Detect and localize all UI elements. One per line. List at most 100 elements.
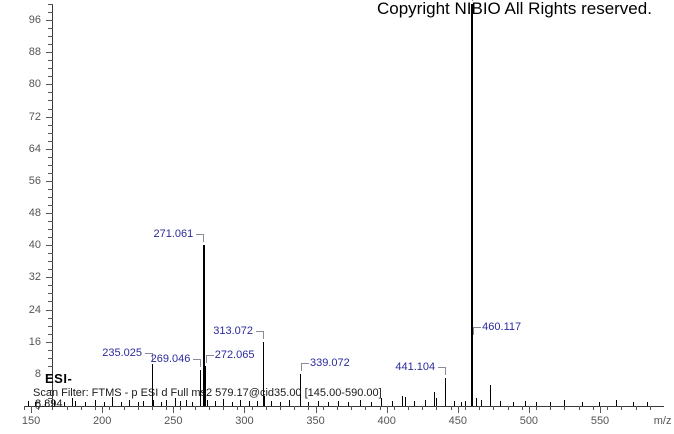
- y-tick-minor: [48, 325, 53, 327]
- peak-bar: [204, 365, 206, 406]
- y-tick-minor: [48, 60, 53, 62]
- x-tick-minor: [464, 406, 466, 410]
- y-tick-major: [46, 213, 53, 215]
- x-tick-label: 150: [21, 415, 41, 427]
- y-tick-minor: [48, 261, 53, 263]
- scan-filter-label: Scan Filter: FTMS - p ESI d Full ms2 579…: [33, 387, 382, 399]
- y-tick-minor: [48, 92, 53, 94]
- y-tick-label: 16: [28, 335, 41, 348]
- y-tick-major: [46, 84, 53, 86]
- y-tick-minor: [48, 124, 53, 126]
- y-tick-minor: [48, 4, 53, 5]
- x-tick-minor: [649, 406, 651, 410]
- y-tick-label: 40: [28, 239, 41, 252]
- peak-label-leader: [473, 326, 482, 335]
- x-tick-major: [457, 406, 459, 413]
- retention-time-label: 8.894: [35, 398, 63, 410]
- x-tick-minor: [308, 406, 310, 410]
- y-tick-label: 24: [28, 303, 41, 316]
- x-tick-minor: [123, 406, 125, 410]
- peak-mz-label: 339.072: [310, 356, 350, 369]
- y-tick-major: [46, 277, 53, 279]
- peak-label-leader: [438, 366, 447, 375]
- y-axis-labels: 0 8 16 24 32 40 48 56 64 72 80 88 96: [0, 0, 50, 434]
- y-tick-minor: [48, 12, 53, 14]
- y-axis-line: [52, 4, 53, 408]
- x-tick-minor: [336, 406, 338, 410]
- x-tick-minor: [251, 406, 253, 410]
- y-tick-label: 56: [28, 174, 41, 187]
- y-tick-minor: [48, 317, 53, 319]
- y-tick-minor: [48, 285, 53, 287]
- peak-bar: [490, 385, 492, 406]
- y-tick-minor: [48, 397, 53, 399]
- x-tick-major: [386, 406, 388, 413]
- peak-label-leader: [196, 234, 205, 243]
- y-tick-minor: [48, 365, 53, 367]
- y-tick-minor: [48, 221, 53, 223]
- x-axis-line: [24, 406, 664, 407]
- x-tick-label: 450: [448, 415, 467, 427]
- peak-bar: [203, 245, 206, 406]
- x-tick-label: 300: [235, 415, 254, 427]
- x-axis-ticks: 150 200 250 300 350 400 450 500 550: [0, 406, 674, 434]
- y-tick-minor: [48, 44, 53, 46]
- y-axis-ticks: [0, 0, 53, 434]
- ionization-mode-label: ESI-: [45, 371, 73, 386]
- y-tick-minor: [48, 253, 53, 255]
- y-tick-major: [46, 245, 53, 247]
- y-tick-label: 32: [28, 271, 41, 284]
- y-tick-minor: [48, 108, 53, 110]
- x-tick-minor: [564, 406, 566, 410]
- y-tick-label: 72: [28, 110, 41, 123]
- peak-label-leader: [193, 358, 202, 367]
- x-tick-major: [528, 406, 530, 413]
- x-tick-minor: [578, 406, 580, 410]
- x-tick-minor: [365, 406, 367, 410]
- x-tick-minor: [408, 406, 409, 410]
- y-tick-label: 48: [28, 207, 41, 220]
- y-tick-minor: [48, 349, 53, 351]
- peak-label-leader: [301, 362, 309, 371]
- peak-bar: [433, 392, 435, 406]
- peak-label-leader: [256, 330, 265, 339]
- x-tick-minor: [450, 406, 452, 410]
- y-tick-major: [46, 341, 53, 343]
- x-tick-minor: [137, 406, 139, 410]
- peak-mz-label: 235.025: [102, 346, 143, 359]
- y-tick-major: [46, 148, 53, 150]
- x-tick-minor: [607, 406, 609, 410]
- x-tick-minor: [507, 406, 509, 410]
- peak-bar: [476, 398, 478, 406]
- y-tick-label: 64: [28, 142, 41, 155]
- y-tick-label: 8: [34, 367, 41, 380]
- y-tick-minor: [48, 301, 53, 303]
- y-tick-major: [46, 309, 53, 311]
- x-tick-minor: [621, 406, 623, 410]
- x-axis-title: m/z: [653, 415, 672, 427]
- y-tick-major: [46, 52, 53, 54]
- x-tick-minor: [237, 406, 239, 410]
- y-tick-major: [46, 373, 53, 375]
- y-tick-minor: [48, 36, 53, 38]
- x-tick-label: 400: [377, 415, 396, 427]
- y-tick-minor: [48, 293, 53, 295]
- x-tick-minor: [393, 406, 395, 410]
- x-tick-minor: [436, 406, 438, 410]
- x-tick-minor: [194, 406, 196, 410]
- y-tick-minor: [48, 381, 53, 383]
- x-tick-minor: [66, 406, 68, 410]
- peak-label-layer: 235.025 269.046 271.061 272.065 313.072 339.0…: [24, 0, 664, 406]
- peak-mz-label: 313.072: [213, 324, 254, 337]
- x-tick-minor: [152, 406, 153, 410]
- y-tick-minor: [48, 269, 53, 271]
- x-tick-minor: [52, 406, 54, 410]
- y-tick-major: [46, 116, 53, 118]
- peak-mz-label: 271.061: [153, 228, 194, 241]
- x-tick-minor: [109, 406, 111, 410]
- peak-bar: [405, 397, 407, 406]
- x-tick-minor: [265, 406, 267, 410]
- peak-mz-label: 269.046: [150, 352, 191, 365]
- copyright-notice: Copyright NIBIO All Rights reserved.: [377, 0, 652, 18]
